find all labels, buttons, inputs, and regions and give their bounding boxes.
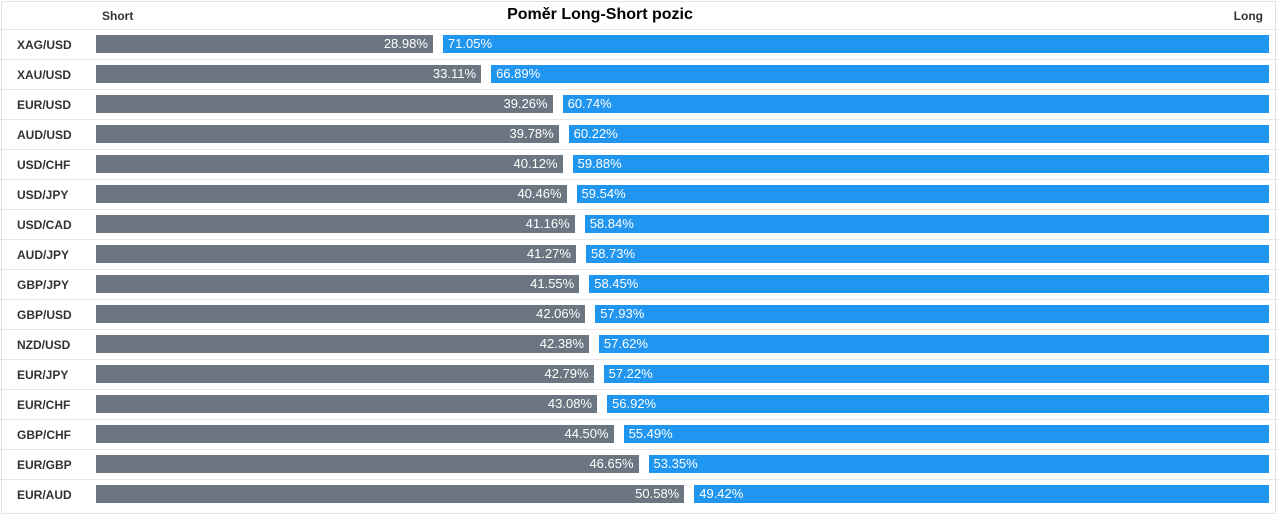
short-bar: 41.55%	[96, 275, 580, 293]
long-bar: 58.84%	[584, 215, 1269, 233]
short-bar: 41.27%	[96, 245, 576, 263]
bar-row: NZD/USD 42.38% 57.62%	[0, 329, 1279, 359]
long-bar: 66.89%	[491, 65, 1269, 83]
chart-title: Poměr Long-Short pozic	[507, 6, 693, 23]
long-bar: 58.45%	[589, 275, 1269, 293]
long-bar: 60.22%	[568, 125, 1269, 143]
bar-row: EUR/USD 39.26% 60.74%	[0, 89, 1279, 119]
bar-row: EUR/AUD 50.58% 49.42%	[0, 479, 1279, 509]
short-bar: 40.46%	[96, 185, 567, 203]
pair-label: AUD/JPY	[17, 248, 70, 262]
bar-row: USD/JPY 40.46% 59.54%	[0, 179, 1279, 209]
pair-label: USD/CHF	[17, 158, 71, 172]
pair-label: XAU/USD	[17, 68, 72, 82]
pair-label: EUR/AUD	[17, 488, 72, 502]
short-bar: 39.26%	[96, 95, 553, 113]
pair-label: NZD/USD	[17, 338, 71, 352]
pair-label: GBP/CHF	[17, 428, 71, 442]
short-bar: 28.98%	[96, 35, 433, 53]
short-bar: 33.11%	[96, 65, 482, 83]
bar-row: GBP/USD 42.06% 57.93%	[0, 299, 1279, 329]
bar-row: EUR/JPY 42.79% 57.22%	[0, 359, 1279, 389]
pair-label: XAG/USD	[17, 38, 72, 52]
short-bar: 41.16%	[96, 215, 575, 233]
bar-row: GBP/CHF 44.50% 55.49%	[0, 419, 1279, 449]
short-bar: 43.08%	[96, 395, 598, 413]
long-bar: 59.54%	[576, 185, 1269, 203]
bar-row: GBP/JPY 41.55% 58.45%	[0, 269, 1279, 299]
long-bar: 57.93%	[595, 305, 1269, 323]
long-bar: 58.73%	[585, 245, 1269, 263]
short-bar: 42.38%	[96, 335, 589, 353]
short-bar: 44.50%	[96, 425, 614, 443]
short-bar: 42.06%	[96, 305, 586, 323]
long-bar: 49.42%	[694, 485, 1269, 503]
pair-label: GBP/USD	[17, 308, 72, 322]
pair-label: USD/CAD	[17, 218, 72, 232]
long-bar: 71.05%	[442, 35, 1269, 53]
short-bar: 46.65%	[96, 455, 639, 473]
long-bar: 59.88%	[572, 155, 1269, 173]
long-header: Long	[1233, 9, 1263, 23]
bar-row: AUD/JPY 41.27% 58.73%	[0, 239, 1279, 269]
bar-row: EUR/GBP 46.65% 53.35%	[0, 449, 1279, 479]
long-bar: 57.62%	[598, 335, 1269, 353]
pair-label: EUR/GBP	[17, 458, 72, 472]
bar-rows: XAG/USD 28.98% 71.05% XAU/USD 33.11% 66.89% EU…	[0, 29, 1279, 509]
bar-row: AUD/USD 39.78% 60.22%	[0, 119, 1279, 149]
bar-row: USD/CAD 41.16% 58.84%	[0, 209, 1279, 239]
bar-row: XAG/USD 28.98% 71.05%	[0, 29, 1279, 59]
long-bar: 60.74%	[562, 95, 1269, 113]
short-bar: 50.58%	[96, 485, 685, 503]
bar-row: USD/CHF 40.12% 59.88%	[0, 149, 1279, 179]
long-bar: 55.49%	[623, 425, 1269, 443]
short-bar: 42.79%	[96, 365, 594, 383]
short-bar: 40.12%	[96, 155, 563, 173]
pair-label: GBP/JPY	[17, 278, 70, 292]
pair-label: EUR/JPY	[17, 368, 69, 382]
long-bar: 56.92%	[607, 395, 1269, 413]
pair-label: AUD/USD	[17, 128, 72, 142]
bar-row: XAU/USD 33.11% 66.89%	[0, 59, 1279, 89]
long-bar: 53.35%	[648, 455, 1269, 473]
pair-label: EUR/USD	[17, 98, 72, 112]
long-bar: 57.22%	[603, 365, 1269, 383]
pair-label: EUR/CHF	[17, 398, 71, 412]
bar-row: EUR/CHF 43.08% 56.92%	[0, 389, 1279, 419]
short-bar: 39.78%	[96, 125, 559, 143]
pair-label: USD/JPY	[17, 188, 69, 202]
short-header: Short	[102, 9, 134, 23]
